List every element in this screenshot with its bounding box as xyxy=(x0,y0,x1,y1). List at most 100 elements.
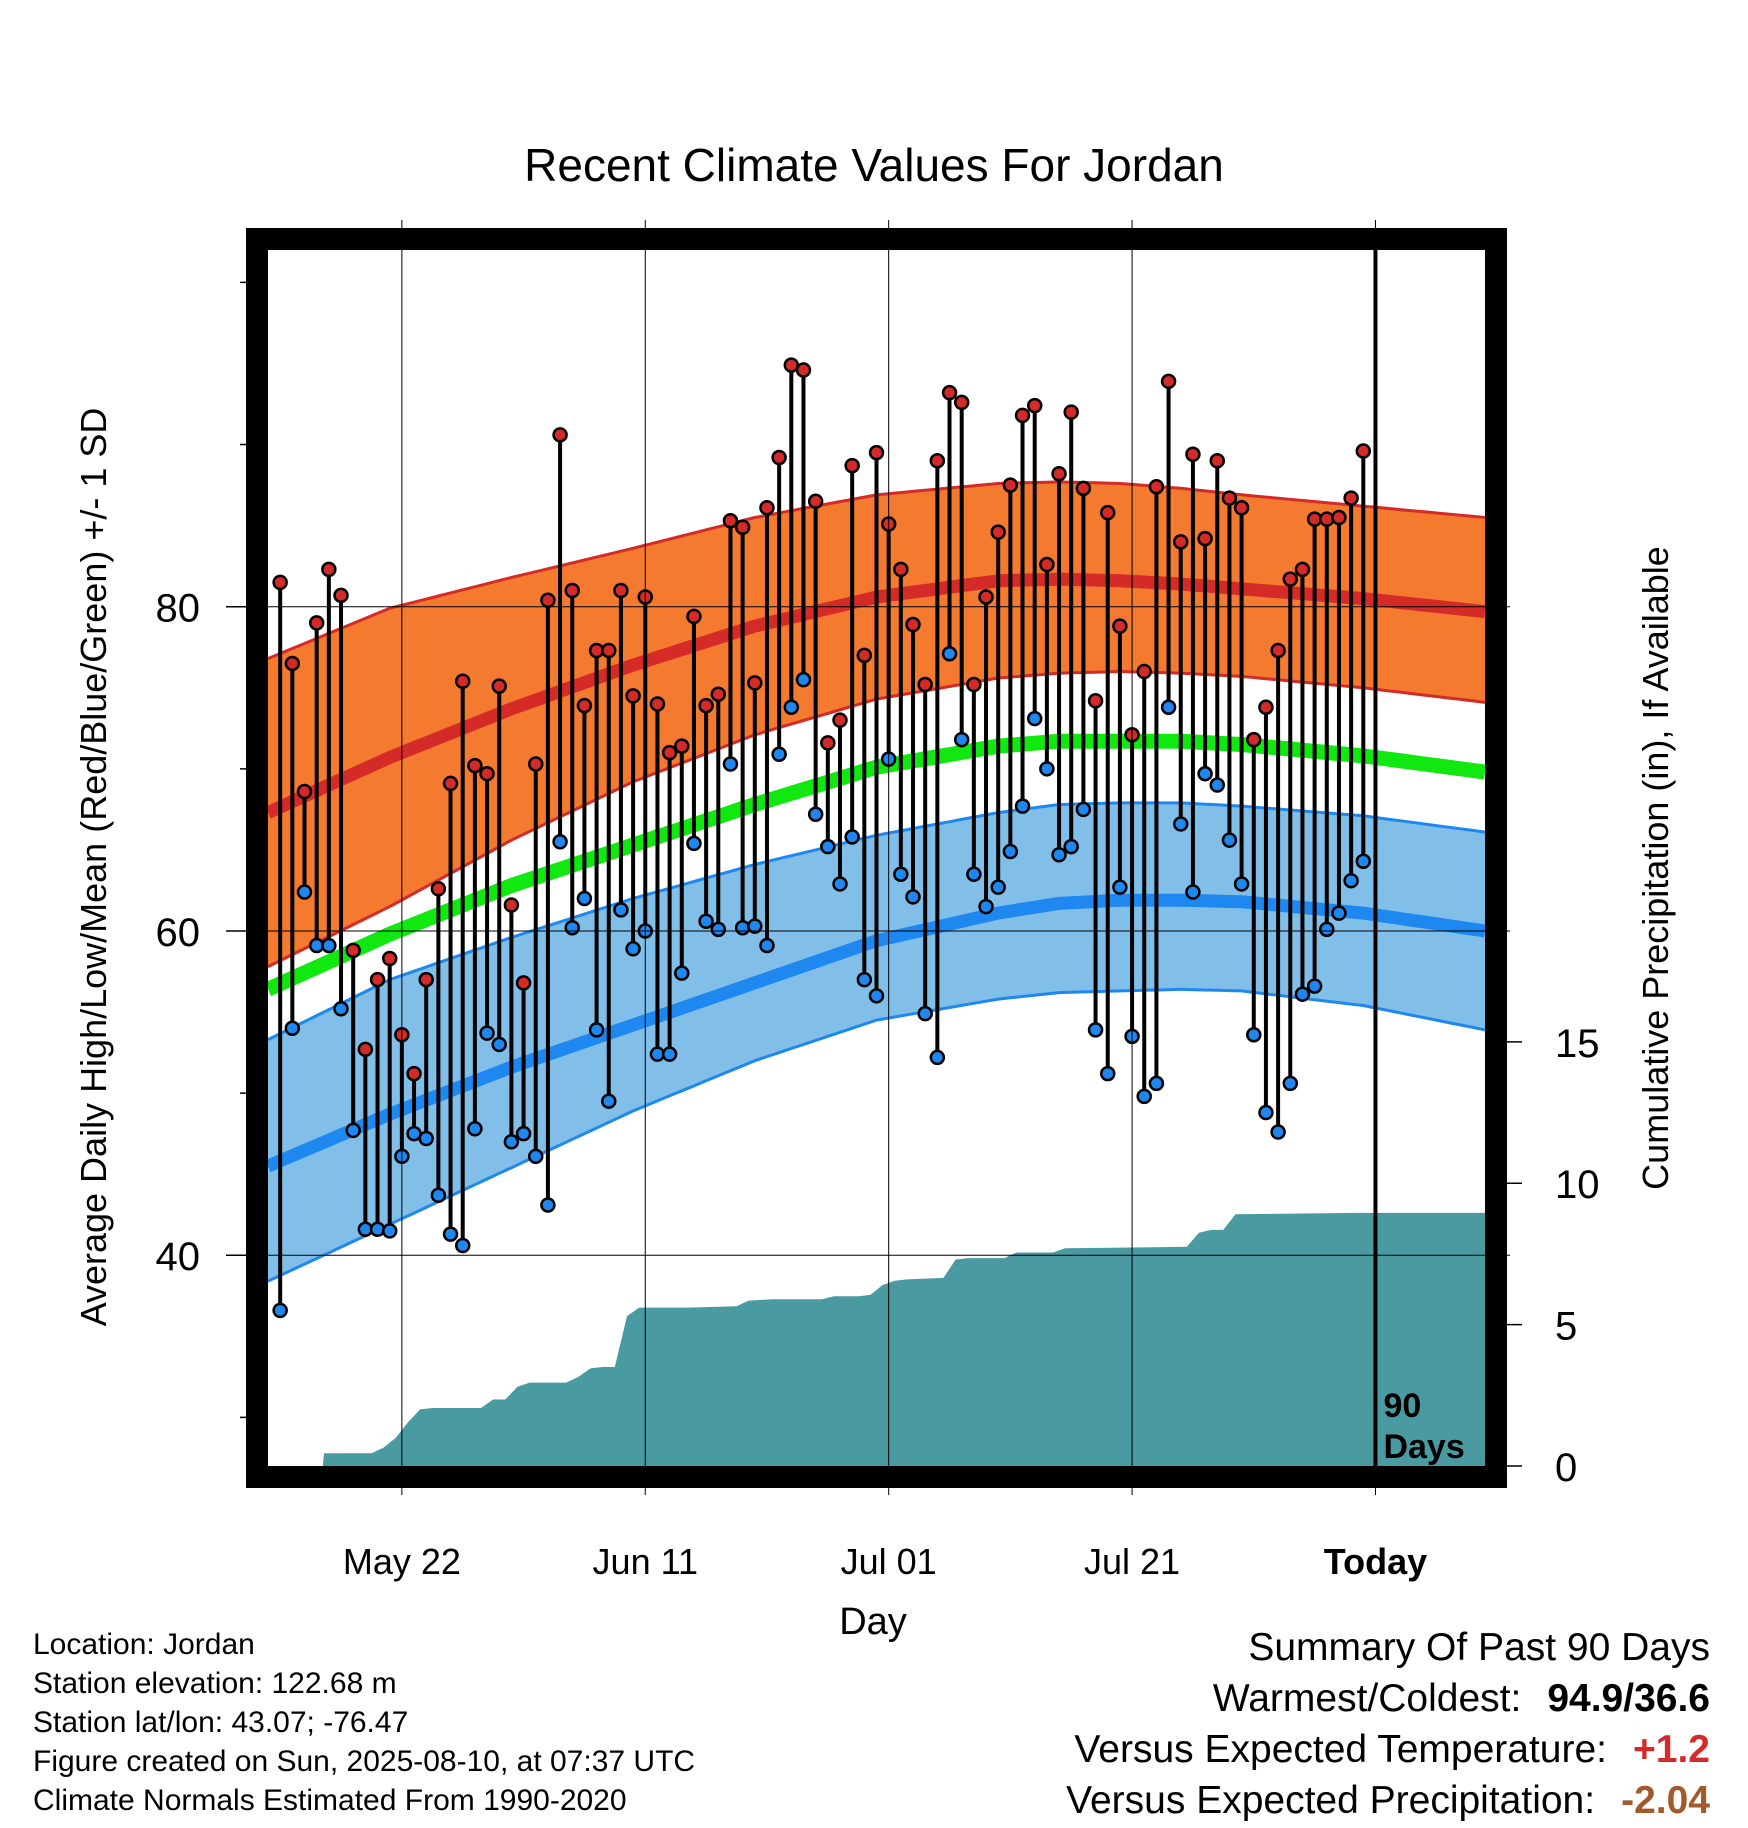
daily-low-point xyxy=(795,671,812,688)
daily-low-point xyxy=(1039,761,1055,777)
summary-heading: Summary Of Past 90 Days xyxy=(1248,1626,1710,1669)
daily-high-point xyxy=(418,971,434,988)
daily-low-point xyxy=(1343,872,1359,889)
daily-low-point xyxy=(284,1020,301,1036)
daily-high-point xyxy=(1014,407,1031,424)
daily-high-point xyxy=(1148,478,1165,495)
daily-low-point xyxy=(917,1005,933,1022)
daily-high-point xyxy=(406,1065,422,1082)
x-tick-label: Jul 21 xyxy=(1084,1541,1180,1582)
daily-low-point xyxy=(479,1025,495,1041)
summary-panel: Summary Of Past 90 Days Warmest/Coldest:… xyxy=(1066,1622,1710,1826)
daily-low-point xyxy=(1099,1065,1116,1082)
station-info: Location: Jordan Station elevation: 122.… xyxy=(33,1625,695,1820)
daily-low-point xyxy=(1075,801,1092,818)
daily-low-point xyxy=(722,756,739,772)
daily-high-point xyxy=(771,449,787,466)
daily-low-point xyxy=(1026,710,1043,727)
daily-high-point xyxy=(1002,477,1019,493)
daily-low-point xyxy=(771,746,787,762)
daily-high-point xyxy=(1051,465,1067,482)
daily-high-point xyxy=(284,655,301,672)
daily-high-point xyxy=(807,493,824,510)
daily-low-point xyxy=(1306,978,1323,994)
daily-high-point xyxy=(1099,504,1116,521)
daily-low-point xyxy=(369,1221,386,1238)
daily-low-point xyxy=(698,913,714,929)
daily-high-point xyxy=(917,676,933,693)
daily-high-point xyxy=(832,712,848,728)
daily-high-point xyxy=(1233,500,1250,516)
x-tick-label: Jul 01 xyxy=(841,1541,937,1582)
daily-low-point xyxy=(978,898,994,915)
x-tick-label: Jun 11 xyxy=(593,1541,698,1582)
y-axis-label-right: Cumulative Precipitation (in), If Availa… xyxy=(1635,546,1676,1190)
daily-low-point xyxy=(296,884,313,900)
daily-high-point xyxy=(649,696,666,712)
daily-low-point xyxy=(893,866,909,882)
daily-low-point xyxy=(856,971,873,988)
daily-high-point xyxy=(929,453,946,469)
info-latlon: Station lat/lon: 43.07; -76.47 xyxy=(33,1706,409,1739)
y-right-tick-label: 15 xyxy=(1555,1022,1600,1066)
y-right-tick-label: 5 xyxy=(1555,1305,1577,1349)
daily-high-point xyxy=(1112,618,1128,634)
daily-low-point xyxy=(1355,853,1372,869)
daily-high-point xyxy=(503,897,520,913)
info-location: Location: Jordan xyxy=(33,1628,255,1661)
daily-high-point xyxy=(1185,446,1201,463)
daily-high-point xyxy=(442,775,459,792)
summary-temp-label: Versus Expected Temperature: xyxy=(1074,1728,1607,1771)
daily-high-point xyxy=(369,971,386,988)
daily-low-point xyxy=(832,876,848,892)
daily-low-point xyxy=(1112,879,1128,895)
summary-warm-cold-value: 94.9/36.6 xyxy=(1547,1677,1710,1720)
daily-low-point xyxy=(710,921,727,938)
daily-low-point xyxy=(1014,798,1031,814)
daily-high-point xyxy=(479,765,495,782)
daily-high-point xyxy=(1136,663,1152,680)
daily-high-point xyxy=(1209,453,1226,469)
daily-low-point xyxy=(503,1133,520,1150)
y-right-tick-label: 0 xyxy=(1555,1446,1577,1490)
daily-low-point xyxy=(1051,847,1067,863)
today-days-label-line: Days xyxy=(1383,1428,1464,1466)
daily-low-point xyxy=(601,1093,617,1109)
x-axis-label: Day xyxy=(839,1601,907,1643)
daily-high-point xyxy=(1246,731,1262,748)
daily-low-point xyxy=(576,890,593,907)
daily-low-point xyxy=(1063,838,1079,855)
daily-low-point xyxy=(442,1226,459,1242)
info-created: Figure created on Sun, 2025-08-10, at 07… xyxy=(33,1745,696,1778)
daily-high-point xyxy=(576,697,593,714)
daily-high-point xyxy=(613,582,629,599)
daily-high-point xyxy=(1319,511,1335,527)
daily-low-point xyxy=(564,919,580,936)
y-left-tick-label: 60 xyxy=(156,911,201,955)
daily-high-point xyxy=(454,673,471,690)
daily-high-point xyxy=(540,592,556,608)
daily-low-point xyxy=(953,731,970,748)
daily-low-point xyxy=(1160,699,1177,715)
daily-high-point xyxy=(1331,509,1347,526)
daily-low-point xyxy=(1246,1026,1262,1043)
daily-high-point xyxy=(686,608,702,625)
y-left-tick-label: 80 xyxy=(156,587,201,631)
daily-low-point xyxy=(868,988,885,1004)
summary-precip-label: Versus Expected Precipitation: xyxy=(1066,1779,1596,1822)
summary-precip-row: Versus Expected Precipitation: -2.04 xyxy=(1066,1775,1710,1826)
daily-low-point xyxy=(1087,1022,1104,1038)
daily-low-point xyxy=(1185,884,1201,900)
today-days-label-line: 90 xyxy=(1383,1387,1421,1425)
daily-high-point xyxy=(990,524,1006,540)
daily-low-point xyxy=(272,1302,288,1319)
daily-low-point xyxy=(467,1121,483,1137)
daily-high-point xyxy=(747,675,763,691)
daily-high-point xyxy=(625,688,641,704)
daily-low-point xyxy=(1258,1104,1274,1121)
y-axis-label-left: Average Daily High/Low/Mean (Red/Blue/Gr… xyxy=(73,408,114,1327)
daily-high-point xyxy=(1075,480,1092,497)
daily-high-point xyxy=(321,561,337,578)
daily-low-point xyxy=(1294,986,1311,1002)
summary-temp-row: Versus Expected Temperature: +1.2 xyxy=(1066,1724,1710,1775)
